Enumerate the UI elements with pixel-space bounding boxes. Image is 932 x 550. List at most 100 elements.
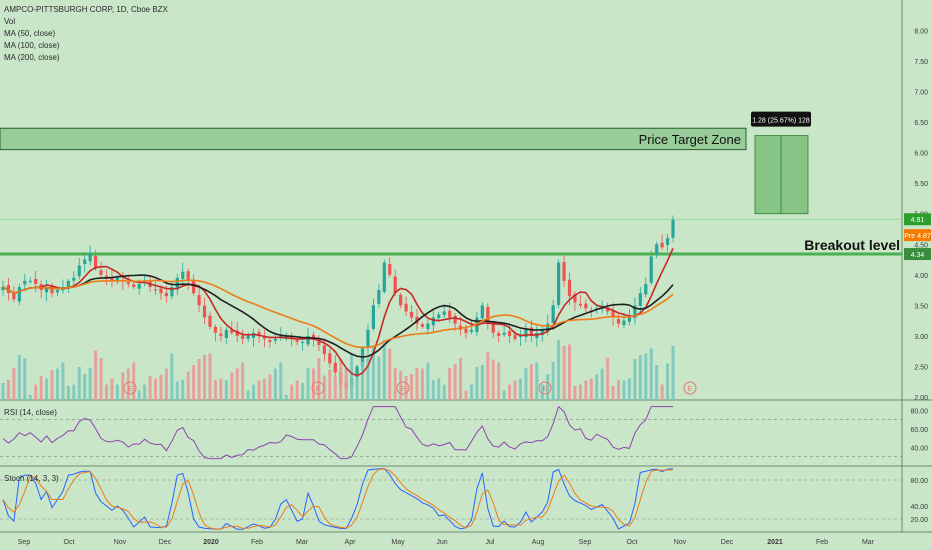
rsi-tick-label: 80.00 [910, 408, 928, 415]
candle-body [388, 264, 392, 275]
measure-box [754, 135, 809, 215]
candle-body [322, 345, 326, 355]
volume-bar [529, 364, 533, 400]
volume-bar [235, 368, 239, 400]
candle-body [420, 324, 425, 327]
candle-body [126, 282, 130, 284]
candle-body [660, 242, 664, 248]
legend-vol: Vol [4, 17, 16, 26]
candle-body [540, 329, 544, 336]
volume-bar [72, 384, 76, 400]
candle-body [671, 219, 675, 238]
stoch-k-line [2, 467, 674, 530]
x-tick-label: Nov [674, 539, 687, 546]
candle-body [241, 335, 245, 339]
x-tick-label: Sep [579, 539, 592, 546]
volume-bar [377, 356, 381, 400]
x-tick-label: May [391, 539, 405, 546]
volume-bar [578, 384, 582, 400]
candle-body [23, 280, 27, 285]
volume-bar [486, 352, 490, 400]
legend-ma100: MA (100, close) [4, 41, 60, 50]
volume-bar [497, 362, 501, 400]
volume-bar [524, 368, 528, 400]
candle-body [529, 327, 533, 336]
earnings-marker [311, 381, 325, 395]
volume-bar [17, 355, 21, 400]
volume-bar [181, 380, 185, 400]
candle-body [355, 366, 359, 377]
volume-bar [219, 378, 223, 400]
volume-bar [66, 386, 70, 400]
volume-bar [224, 380, 228, 400]
volume-bar [546, 374, 550, 400]
candle-body [224, 329, 228, 338]
volume-bar [192, 365, 196, 400]
volume-bar [273, 368, 277, 400]
volume-bar [350, 353, 354, 400]
candle-body [486, 306, 490, 324]
volume-bar [573, 386, 577, 400]
y-tick-label: 8.00 [914, 29, 928, 36]
volume-bar [159, 374, 163, 400]
x-tick-label: Nov [114, 539, 127, 546]
candle-body [186, 271, 190, 281]
candle-body [137, 283, 141, 289]
volume-bar [88, 368, 92, 400]
premarket-tag-bg [904, 229, 931, 242]
earnings-marker-label: E [543, 386, 548, 393]
volume-bar [442, 384, 446, 400]
candle-body [6, 284, 11, 294]
volume-bar [611, 386, 615, 400]
candle-body [399, 294, 403, 306]
stoch-label: Stoch (14, 3, 3) [4, 474, 59, 483]
candle-body [257, 332, 261, 336]
candle-body [273, 338, 277, 341]
candle-body [448, 310, 452, 318]
volume-bar [459, 358, 463, 400]
volume-bar [535, 362, 539, 400]
breakout-label: Breakout level [804, 237, 900, 253]
volume-bar [584, 380, 588, 400]
volume-bar [399, 371, 403, 400]
volume-bar [23, 358, 27, 400]
candle-body [616, 319, 621, 324]
volume-bar [644, 353, 648, 400]
candle-body [453, 315, 457, 324]
candle-body [578, 303, 582, 306]
candle-body [311, 334, 316, 339]
candle-body [437, 314, 441, 319]
volume-bar [137, 390, 141, 400]
candle-body [132, 284, 136, 288]
candle-body [164, 292, 169, 297]
volume-bar [344, 368, 348, 400]
volume-bar [617, 380, 621, 400]
candle-body [622, 320, 626, 325]
volume-bar [132, 362, 136, 400]
volume-bar [61, 362, 65, 400]
candle-body [638, 293, 642, 307]
candle-body [268, 340, 272, 342]
y-tick-label: 2.00 [914, 395, 928, 402]
volume-bar [404, 376, 408, 400]
y-tick-label: 4.50 [914, 242, 928, 249]
volume-bar [426, 362, 430, 400]
ma100-line [2, 274, 674, 358]
candle-body [230, 330, 234, 333]
volume-bar [284, 395, 288, 400]
volume-bar [410, 374, 414, 400]
candle-body [110, 277, 114, 281]
candle-body [404, 303, 408, 312]
y-tick-label: 7.00 [914, 90, 928, 97]
earnings-marker-label: E [401, 386, 406, 393]
volume-bar [94, 350, 98, 400]
candle-body [213, 326, 218, 333]
y-tick-label: 7.50 [914, 59, 928, 66]
candle-body [469, 329, 474, 332]
earnings-marker [396, 381, 410, 395]
candle-body [611, 310, 615, 318]
volume-bar [502, 390, 506, 400]
volume-bar [39, 376, 43, 400]
ma50-line [2, 247, 674, 377]
